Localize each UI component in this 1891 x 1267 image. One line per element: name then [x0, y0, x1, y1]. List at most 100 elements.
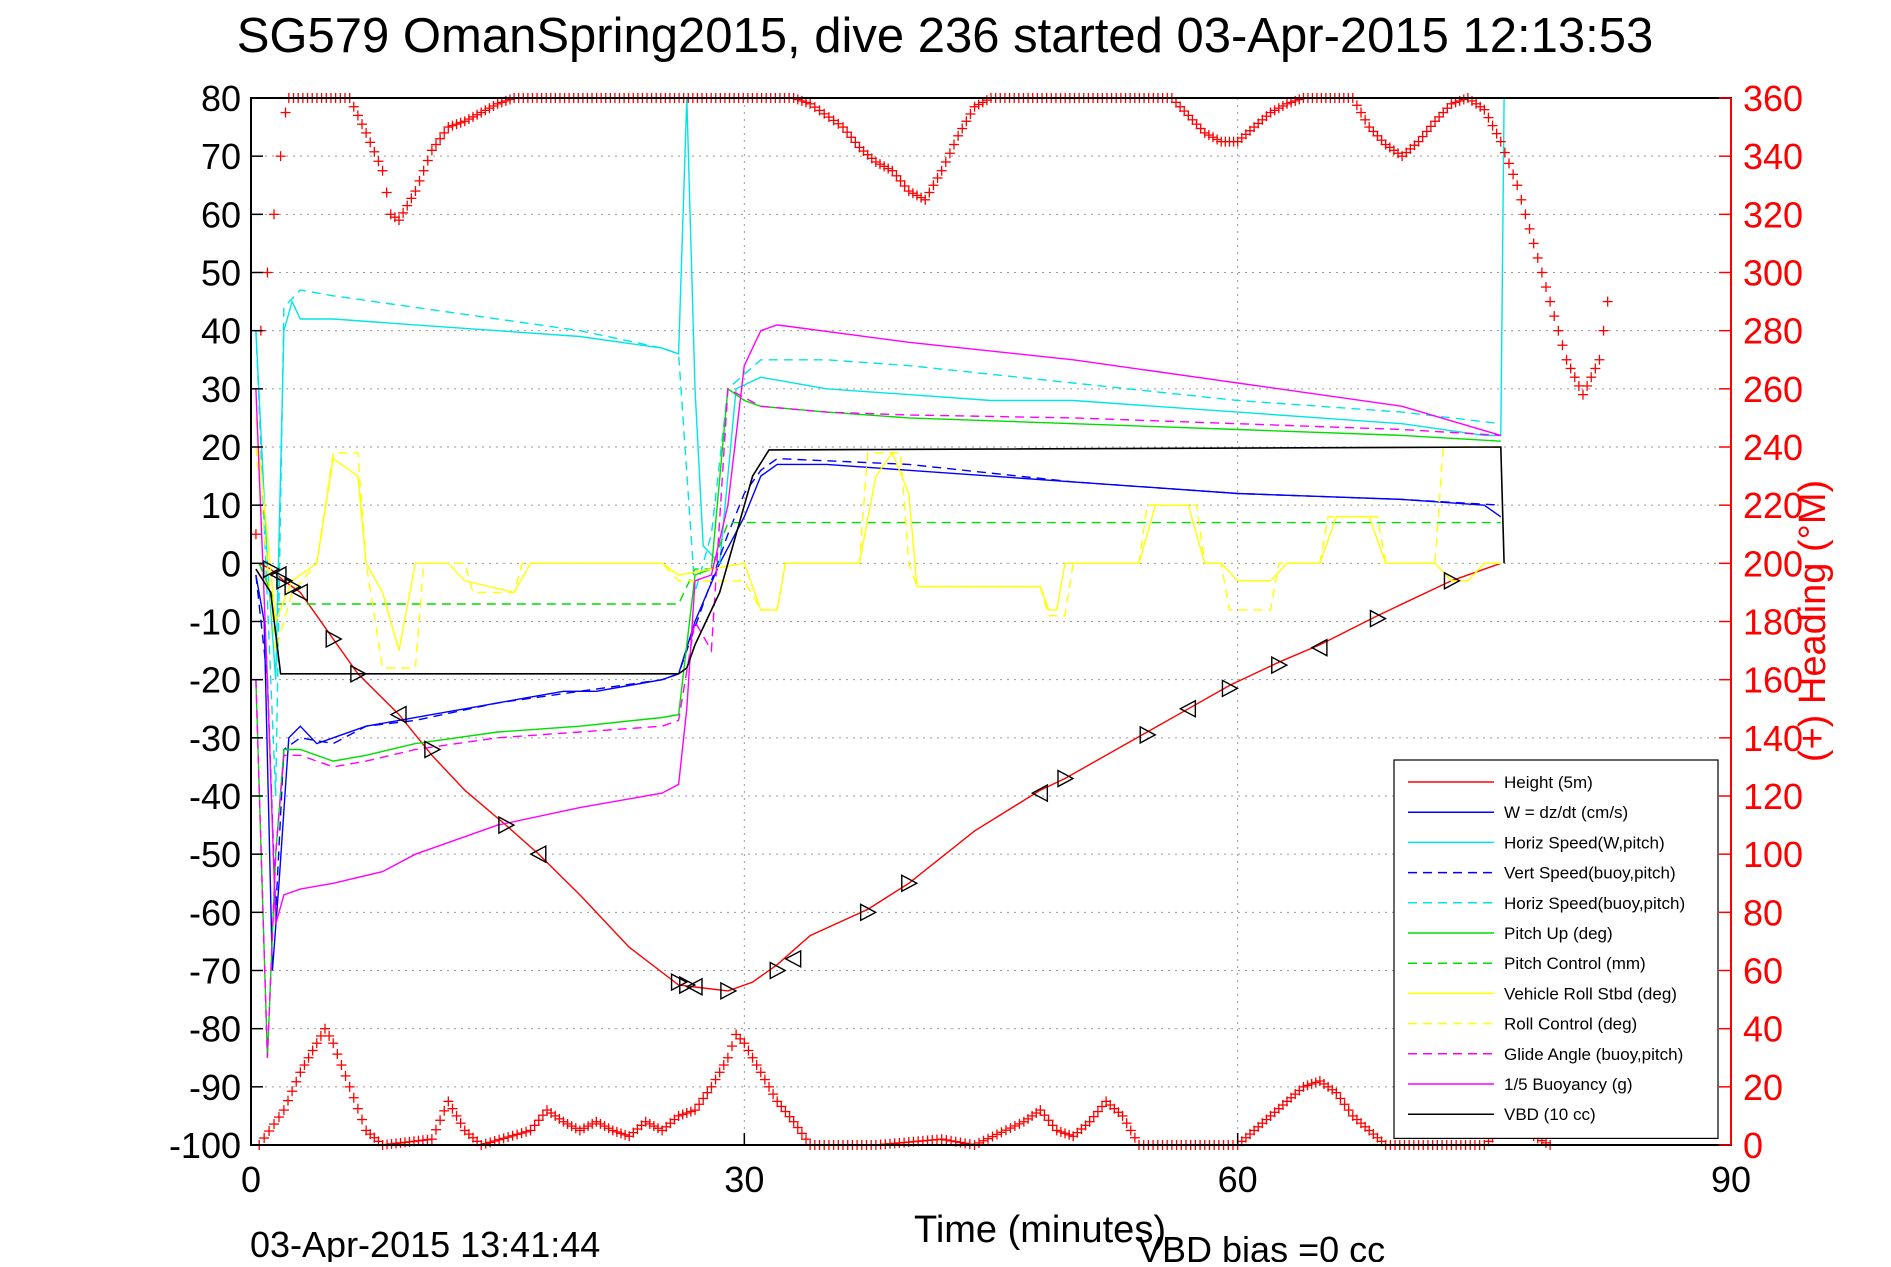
heading-marker	[912, 190, 922, 201]
heading-marker	[960, 1138, 971, 1149]
heading-marker	[1051, 1125, 1062, 1136]
heading-marker	[1491, 128, 1502, 139]
x-tick-label: 90	[1711, 1159, 1751, 1200]
heading-marker	[1125, 1125, 1136, 1136]
heading-marker	[373, 156, 384, 167]
y-tick-label: 20	[201, 427, 241, 468]
heading-marker	[262, 267, 273, 278]
legend-entry: Pitch Up (deg)	[1504, 924, 1613, 943]
heading-marker	[1277, 100, 1288, 111]
heading-marker	[521, 1126, 532, 1137]
heading-marker	[936, 1134, 947, 1145]
series-line-0	[258, 562, 1502, 992]
legend: Height (5m) W = dz/dt (cm/s) Horiz Speed(W…	[1393, 759, 1719, 1139]
heading-marker	[324, 1030, 335, 1041]
heading-marker	[365, 137, 376, 148]
heading-marker	[928, 180, 939, 191]
right-tick-label: 120	[1743, 776, 1803, 817]
heading-marker	[1590, 363, 1601, 374]
heading-marker	[562, 1118, 573, 1129]
heading-marker	[932, 172, 943, 183]
heading-marker	[1602, 296, 1613, 307]
heading-marker	[1302, 1080, 1313, 1091]
height-marker	[1178, 699, 1197, 718]
heading-marker	[426, 1134, 437, 1145]
heading-marker	[1117, 1110, 1128, 1121]
heading-marker	[1092, 1106, 1103, 1117]
heading-marker	[1586, 372, 1597, 383]
heading-marker	[1047, 1120, 1058, 1131]
heading-marker	[336, 1060, 347, 1071]
heading-marker	[685, 1106, 696, 1117]
heading-marker	[969, 101, 980, 112]
heading-marker	[875, 159, 885, 170]
right-tick-label: 280	[1743, 311, 1803, 352]
right-tick-label: 60	[1743, 951, 1783, 992]
heading-marker	[1541, 1137, 1551, 1148]
heading-marker	[369, 146, 380, 157]
heading-marker	[801, 97, 811, 108]
heading-marker	[1479, 104, 1490, 115]
heading-marker	[784, 1111, 795, 1122]
heading-marker	[1524, 223, 1535, 234]
heading-marker	[533, 1115, 544, 1126]
heading-marker	[607, 1125, 618, 1136]
heading-marker	[706, 1081, 717, 1092]
heading-marker	[1121, 1118, 1132, 1129]
y-tick-label: 50	[201, 253, 241, 294]
heading-marker	[991, 1129, 1002, 1140]
heading-marker	[941, 1135, 952, 1146]
heading-marker	[644, 1118, 655, 1129]
heading-marker	[1528, 238, 1539, 249]
height-marker	[1221, 679, 1239, 698]
heading-marker	[974, 1137, 985, 1148]
height-marker	[263, 559, 281, 579]
heading-marker	[1282, 98, 1292, 109]
height-marker	[1310, 638, 1328, 657]
heading-marker	[1171, 97, 1181, 108]
heading-marker	[953, 130, 964, 141]
heading-marker	[1446, 98, 1457, 109]
heading-marker	[537, 1110, 548, 1121]
height-marker	[769, 961, 787, 980]
heading-marker	[1425, 121, 1436, 132]
y-tick-label: -50	[189, 834, 241, 875]
footer-date: 03-Apr-2015 13:41:44	[250, 1224, 600, 1262]
heading-marker	[1504, 158, 1514, 169]
heading-marker	[340, 1070, 351, 1081]
right-tick-label: 160	[1743, 660, 1803, 701]
heading-marker	[503, 1132, 514, 1143]
heading-marker	[591, 1116, 602, 1127]
heading-marker	[269, 209, 280, 220]
heading-marker	[1438, 107, 1449, 118]
heading-marker	[1064, 1129, 1075, 1140]
heading-marker	[1565, 363, 1576, 374]
heading-marker	[920, 194, 931, 205]
heading-marker	[1532, 252, 1543, 263]
heading-marker	[1458, 94, 1469, 105]
heading-marker	[1310, 1077, 1321, 1088]
heading-marker	[422, 155, 433, 166]
heading-marker	[1413, 136, 1424, 147]
heading-marker	[280, 107, 291, 118]
height-marker	[1139, 725, 1157, 745]
heading-marker	[702, 1087, 713, 1098]
heading-marker	[348, 101, 359, 112]
heading-marker	[512, 1129, 523, 1140]
y-tick-label: 0	[221, 543, 241, 584]
heading-marker	[759, 1074, 770, 1085]
heading-marker	[727, 1041, 737, 1052]
height-marker	[269, 565, 287, 585]
right-tick-label: 360	[1743, 78, 1803, 119]
heading-marker	[484, 103, 495, 114]
heading-marker	[1516, 194, 1527, 205]
height-marker	[670, 972, 689, 992]
heading-marker	[507, 1130, 518, 1141]
heading-marker	[1487, 120, 1498, 131]
x-tick-label: 60	[1218, 1159, 1258, 1200]
heading-marker	[1129, 1132, 1140, 1143]
heading-marker	[1088, 1111, 1099, 1122]
heading-marker	[269, 1119, 280, 1130]
heading-marker	[558, 1116, 569, 1127]
